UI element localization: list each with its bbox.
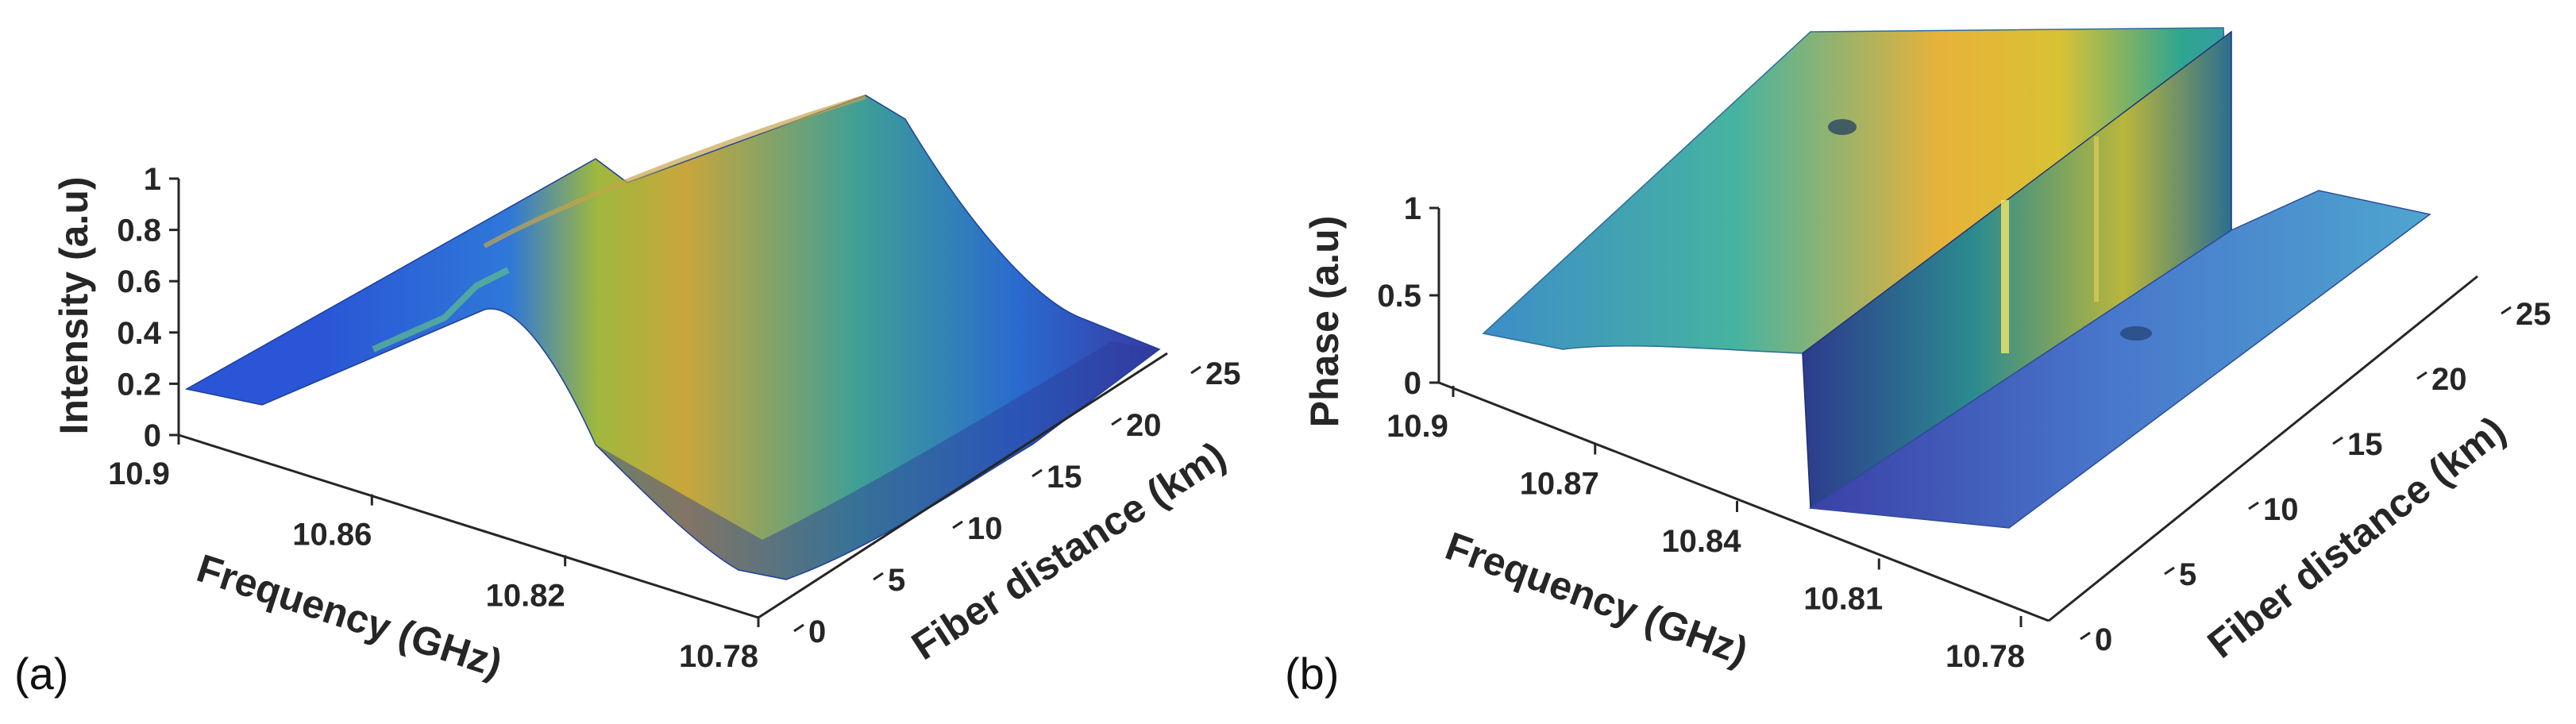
z-tick-label: 0.2	[117, 367, 161, 402]
distance-tick-mark	[2332, 436, 2343, 445]
distance-tick-label: 20	[2431, 362, 2467, 397]
distance-tick-label: 15	[1047, 460, 1082, 495]
panel-a-intensity-surface: 0 0.2 0.4 0.6 0.8 1 10.9 10.86 10.82 10.78 0 5 10 1…	[14, 94, 1241, 699]
intensity-surface-shadow	[596, 341, 1159, 580]
frequency-ticks-b: 10.9 10.87 10.84 10.81 10.78	[1386, 386, 2025, 674]
distance-tick-mark	[1111, 417, 1122, 426]
frequency-tick-label: 10.82	[486, 578, 565, 613]
surface-blemish	[2120, 326, 2152, 341]
z-tick-label: 0	[144, 418, 161, 453]
intensity-surface	[184, 94, 1161, 580]
distance-tick-label: 15	[2347, 427, 2383, 462]
frequency-tick-label: 10.81	[1803, 582, 1883, 617]
frequency-axis-line	[178, 433, 759, 619]
z-axis-label: Phase (a.u)	[1302, 216, 1347, 428]
distance-tick-mark	[793, 623, 804, 633]
z-tick-label: 0.6	[117, 264, 161, 299]
distance-axis-line	[758, 352, 1168, 619]
distance-tick-mark	[873, 572, 884, 581]
z-tick-label: 1	[144, 162, 161, 197]
frequency-ticks-a: 10.9 10.86 10.82 10.78	[108, 433, 760, 674]
distance-tick-mark	[2164, 566, 2175, 576]
z-tick-label: 0.4	[117, 316, 161, 351]
distance-tick-mark	[1032, 468, 1043, 478]
distance-ticks-b: 0 5 10 15 20 25	[2080, 297, 2551, 657]
z-tick-label: 1	[1404, 191, 1421, 226]
z-ticks-b: 00.51	[1377, 191, 1439, 401]
z-tick-label: 0	[1404, 366, 1421, 401]
z-tick-label: 0.8	[117, 214, 161, 248]
distance-tick-label: 5	[2179, 557, 2196, 592]
distance-tick-mark	[2416, 371, 2428, 380]
distance-tick-mark	[2501, 306, 2512, 315]
panel-label-a: (a)	[14, 649, 68, 699]
surface-blemish	[1828, 119, 1857, 135]
frequency-axis-line	[1438, 381, 2050, 622]
distance-tick-label: 25	[1205, 356, 1241, 391]
distance-tick-mark	[1190, 365, 1201, 375]
distance-tick-label: 10	[967, 511, 1003, 546]
distance-tick-label: 25	[2516, 297, 2551, 332]
z-tick-label: 0.5	[1377, 279, 1421, 314]
z-ticks-a: 0 0.2 0.4 0.6 0.8 1	[117, 162, 179, 453]
distance-tick-label: 10	[2263, 492, 2299, 527]
frequency-tick-label: 10.87	[1520, 467, 1599, 502]
distance-tick-label: 0	[808, 614, 826, 649]
frequency-axis-label: Frequency (GHz)	[191, 545, 507, 686]
frequency-tick-label: 10.78	[679, 639, 758, 674]
panel-label-b: (b)	[1285, 649, 1339, 699]
distance-tick-mark	[2080, 631, 2091, 641]
frequency-tick-label: 10.9	[1386, 409, 1448, 444]
distance-tick-mark	[2248, 501, 2259, 510]
phase-low-plateau	[1808, 190, 2431, 529]
distance-tick-label: 5	[888, 563, 905, 598]
distance-tick-label: 20	[1126, 408, 1162, 443]
distance-ticks-a: 0 5 10 15 20 25	[793, 356, 1241, 649]
intensity-dip-band	[372, 267, 510, 352]
frequency-tick-label: 10.9	[108, 456, 170, 491]
frequency-tick-label: 10.84	[1661, 524, 1741, 559]
distance-tick-mark	[952, 520, 963, 530]
frequency-tick-label: 10.86	[292, 518, 372, 553]
intensity-peak-ridge	[483, 94, 866, 248]
distance-axis-line	[2048, 275, 2478, 622]
frequency-tick-label: 10.78	[1945, 639, 2025, 674]
z-axis-label: Intensity (a.u)	[52, 176, 96, 434]
distance-tick-label: 0	[2095, 622, 2112, 657]
